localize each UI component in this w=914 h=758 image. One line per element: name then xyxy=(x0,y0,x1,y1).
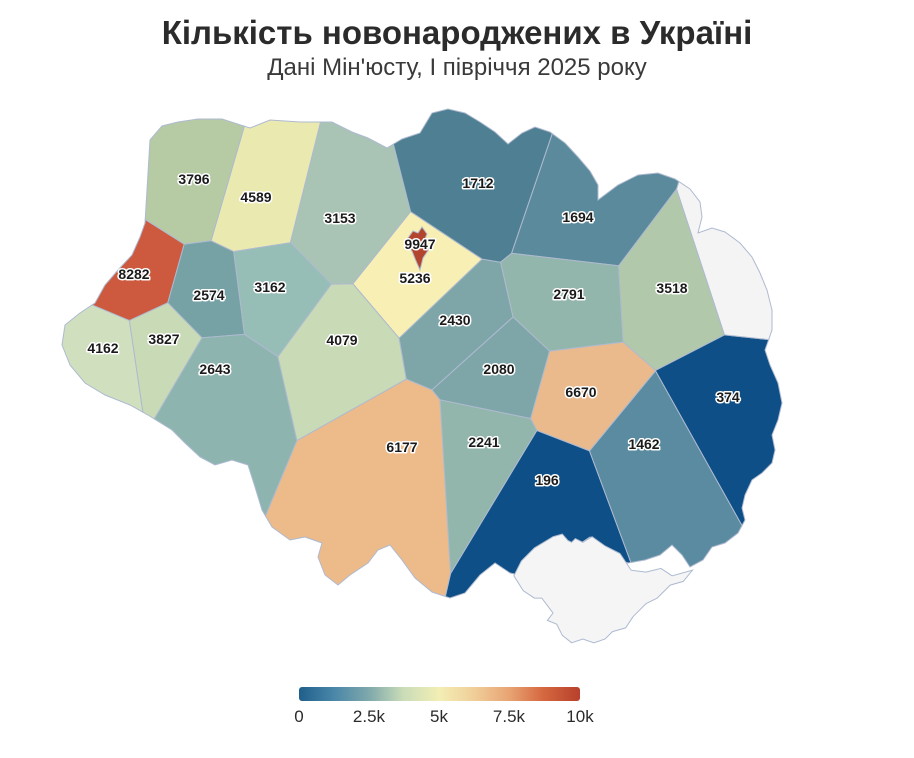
svg-text:2791: 2791 xyxy=(553,286,584,302)
svg-text:3162: 3162 xyxy=(254,279,285,295)
svg-text:3796: 3796 xyxy=(178,171,209,187)
svg-text:6670: 6670 xyxy=(565,384,596,400)
svg-text:9947: 9947 xyxy=(404,236,435,252)
svg-text:2574: 2574 xyxy=(193,287,224,303)
svg-text:1712: 1712 xyxy=(462,175,493,191)
svg-text:196: 196 xyxy=(535,472,559,488)
svg-text:2430: 2430 xyxy=(439,312,470,328)
svg-text:1694: 1694 xyxy=(562,209,593,225)
svg-text:2080: 2080 xyxy=(483,361,514,377)
svg-text:5236: 5236 xyxy=(399,270,430,286)
svg-text:4162: 4162 xyxy=(87,340,118,356)
svg-text:3153: 3153 xyxy=(324,210,355,226)
svg-text:1462: 1462 xyxy=(628,436,659,452)
svg-text:8282: 8282 xyxy=(118,266,149,282)
svg-text:374: 374 xyxy=(716,389,740,405)
svg-text:2241: 2241 xyxy=(468,434,499,450)
svg-text:4589: 4589 xyxy=(240,189,271,205)
svg-text:2643: 2643 xyxy=(199,361,230,377)
svg-text:3518: 3518 xyxy=(656,280,687,296)
svg-text:6177: 6177 xyxy=(386,439,417,455)
svg-text:3827: 3827 xyxy=(148,331,179,347)
svg-text:4079: 4079 xyxy=(326,332,357,348)
